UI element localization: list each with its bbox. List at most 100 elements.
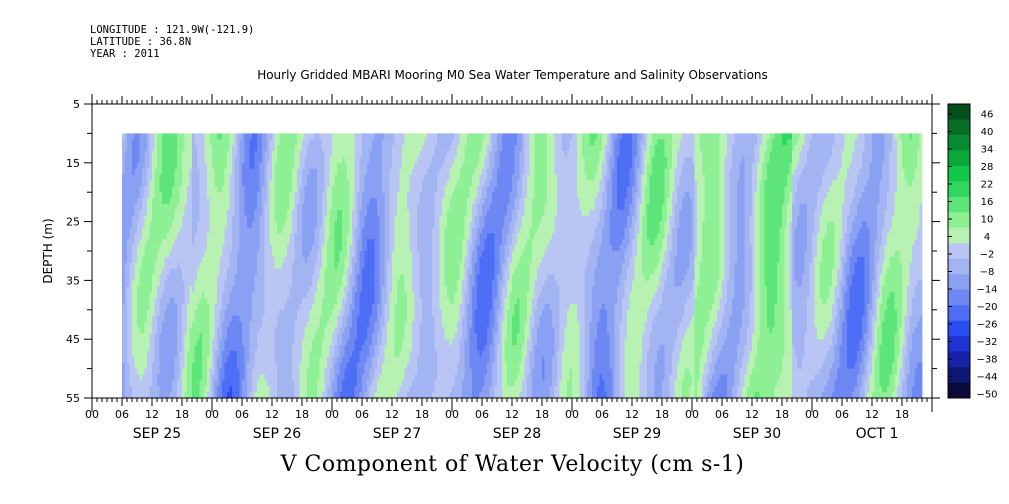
heatmap-cell: [389, 268, 393, 275]
heatmap-cell: [392, 362, 395, 369]
heatmap-cell: [122, 298, 125, 305]
heatmap-cell: [209, 209, 213, 217]
heatmap-cell: [139, 251, 143, 258]
heatmap-cell: [377, 386, 380, 393]
heatmap-cell: [397, 327, 400, 334]
heatmap-cell: [122, 180, 125, 187]
heatmap-cell: [387, 380, 390, 387]
heatmap-cell: [122, 356, 125, 364]
heatmap-cell: [309, 303, 313, 311]
heatmap-cell: [229, 339, 233, 346]
heatmap-cell: [304, 309, 308, 317]
heatmap-cell: [137, 162, 140, 170]
heatmap-cell: [267, 227, 270, 234]
heatmap-cell: [289, 180, 293, 187]
heatmap-cell: [372, 198, 375, 205]
heatmap-cell: [127, 168, 130, 175]
heatmap-cell: [202, 386, 205, 393]
heatmap-cell: [307, 221, 310, 228]
heatmap-cell: [377, 350, 380, 358]
heatmap-cell: [344, 139, 348, 146]
heatmap-cell: [322, 221, 325, 228]
heatmap-cell: [277, 350, 280, 358]
heatmap-cell: [272, 186, 275, 193]
heatmap-cell: [222, 145, 225, 152]
heatmap-cell: [147, 327, 150, 334]
heatmap-cell: [327, 309, 330, 317]
heatmap-cell: [379, 145, 383, 152]
heatmap-cell: [389, 380, 393, 387]
heatmap-cell: [334, 327, 338, 334]
heatmap-cell: [379, 209, 383, 217]
heatmap-cell: [132, 174, 135, 181]
heatmap-cell: [349, 233, 353, 240]
heatmap-cell: [257, 215, 260, 222]
heatmap-cell: [179, 380, 183, 387]
heatmap-cell: [212, 174, 215, 181]
heatmap-cell: [374, 368, 378, 375]
heatmap-cell: [227, 139, 230, 146]
heatmap-cell: [217, 139, 220, 146]
heatmap-cell: [292, 227, 295, 234]
heatmap-cell: [244, 139, 248, 146]
heatmap-cell: [297, 145, 300, 152]
heatmap-cell: [397, 286, 400, 293]
heatmap-cell: [137, 133, 140, 140]
heatmap-cell: [257, 374, 260, 381]
heatmap-cell: [359, 251, 363, 258]
heatmap-cell: [272, 280, 275, 287]
heatmap-cell: [384, 209, 388, 217]
heatmap-cell: [387, 221, 390, 228]
heatmap-cell: [227, 145, 230, 152]
heatmap-cell: [287, 245, 290, 252]
heatmap-cell: [294, 221, 298, 228]
heatmap-cell: [344, 156, 348, 164]
heatmap-cell: [169, 139, 173, 146]
heatmap-cell: [147, 268, 150, 275]
heatmap-cell: [147, 309, 150, 317]
heatmap-cell: [282, 333, 285, 340]
heatmap-cell: [299, 309, 303, 317]
heatmap-cell: [212, 251, 215, 258]
heatmap-cell: [152, 162, 155, 170]
heatmap-cell: [154, 356, 158, 364]
heatmap-cell: [132, 327, 135, 334]
heatmap-cell: [224, 292, 228, 299]
heatmap-cell: [274, 233, 278, 240]
heatmap-cell: [189, 139, 193, 146]
heatmap-cell: [134, 221, 138, 228]
heatmap-cell: [134, 151, 138, 158]
heatmap-cell: [297, 380, 300, 387]
heatmap-cell: [339, 162, 343, 170]
heatmap-cell: [384, 215, 388, 222]
heatmap-cell: [254, 286, 258, 293]
heatmap-cell: [364, 245, 368, 252]
heatmap-cell: [304, 321, 308, 328]
heatmap-cell: [129, 392, 133, 398]
heatmap-cell: [252, 292, 255, 299]
heatmap-cell: [292, 180, 295, 187]
heatmap-cell: [339, 245, 343, 252]
heatmap-cell: [354, 303, 358, 311]
heatmap-cell: [257, 239, 260, 246]
heatmap-cell: [262, 292, 265, 299]
heatmap-cell: [329, 356, 333, 364]
heatmap-cell: [164, 333, 168, 340]
heatmap-cell: [237, 298, 240, 305]
heatmap-cell: [262, 174, 265, 181]
heatmap-cell: [382, 162, 385, 170]
heatmap-cell: [214, 192, 218, 199]
heatmap-cell: [244, 374, 248, 381]
heatmap-cell: [379, 309, 383, 317]
heatmap-cell: [262, 274, 265, 281]
heatmap-cell: [162, 374, 165, 381]
heatmap-cell: [252, 392, 255, 398]
heatmap-cell: [169, 280, 173, 287]
heatmap-cell: [357, 274, 360, 281]
heatmap-cell: [207, 280, 210, 287]
heatmap-cell: [139, 292, 143, 299]
heatmap-cell: [254, 156, 258, 164]
heatmap-cell: [309, 233, 313, 240]
heatmap-cell: [364, 198, 368, 205]
metadata-block: LONGITUDE : 121.9W(-121.9) LATITUDE : 36…: [90, 24, 254, 60]
